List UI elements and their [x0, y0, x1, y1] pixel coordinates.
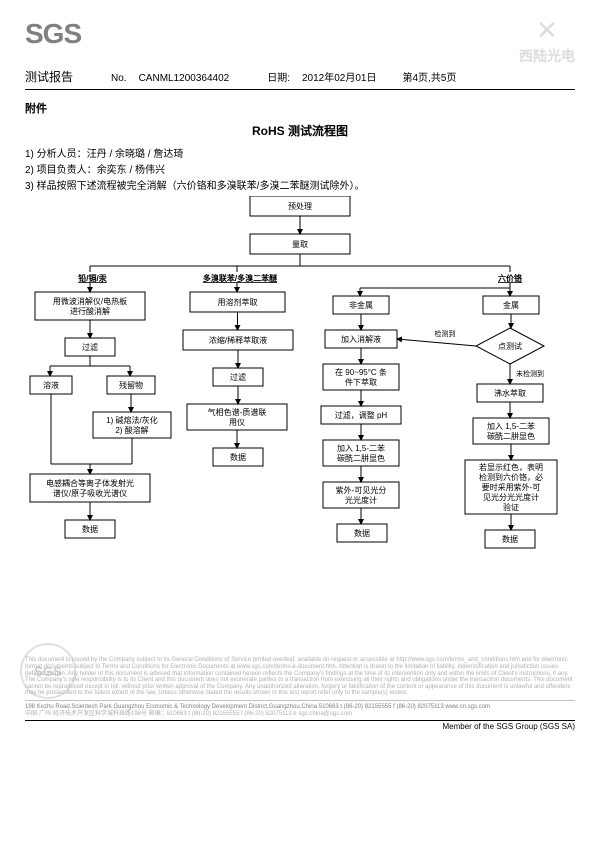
- svg-text:电感耦合等离子体发射光: 电感耦合等离子体发射光: [46, 478, 134, 488]
- svg-text:进行酸消解: 进行酸消解: [70, 306, 110, 316]
- page-num: 第4页,共5页: [402, 69, 456, 84]
- doc-no-label: No.: [111, 73, 127, 84]
- svg-text:要时采用紫外-可: 要时采用紫外-可: [482, 482, 541, 492]
- svg-text:溶液: 溶液: [43, 380, 59, 390]
- svg-text:在 90~95°C 条: 在 90~95°C 条: [335, 367, 387, 377]
- attachment-label: 附件: [25, 100, 575, 116]
- svg-text:点测试: 点测试: [498, 341, 522, 351]
- svg-text:加入 1,5-二苯: 加入 1,5-二苯: [487, 421, 535, 431]
- footer-member: Member of the SGS Group (SGS SA): [25, 720, 575, 732]
- svg-text:紫外-可见光分: 紫外-可见光分: [336, 485, 387, 495]
- svg-text:未检测到: 未检测到: [516, 369, 544, 378]
- footer-addr1: 198 Kezhu Road,Scientech Park Guangzhou …: [25, 700, 575, 711]
- svg-text:多溴联苯/多溴二苯醚: 多溴联苯/多溴二苯醚: [203, 273, 278, 283]
- svg-text:见光分光光度计: 见光分光光度计: [483, 492, 539, 502]
- svg-text:非金属: 非金属: [349, 300, 373, 310]
- svg-text:检测到六价铬，必: 检测到六价铬，必: [479, 472, 543, 482]
- date-value: 2012年02月01日: [302, 69, 377, 84]
- report-label: 测试报告: [25, 68, 73, 85]
- header-rule: [25, 89, 575, 90]
- svg-text:光光度计: 光光度计: [345, 495, 377, 505]
- svg-text:数据: 数据: [502, 534, 518, 544]
- svg-text:加入 1,5-二苯: 加入 1,5-二苯: [337, 443, 385, 453]
- svg-text:加入消解液: 加入消解液: [341, 334, 381, 344]
- svg-text:2) 酸溶解: 2) 酸溶解: [115, 425, 148, 435]
- svg-text:气相色谱-质谱联: 气相色谱-质谱联: [208, 407, 267, 417]
- svg-text:残留物: 残留物: [119, 380, 143, 390]
- svg-text:用溶剂萃取: 用溶剂萃取: [218, 297, 258, 307]
- watermark-text: 西陆光电: [519, 46, 575, 66]
- svg-text:沸水萃取: 沸水萃取: [494, 388, 526, 398]
- svg-text:数据: 数据: [354, 528, 370, 538]
- svg-text:件下萃取: 件下萃取: [345, 377, 377, 387]
- svg-text:预处理: 预处理: [288, 201, 312, 211]
- info-line-1: 1) 分析人员：汪丹 / 余晓璐 / 詹达琦: [25, 145, 575, 160]
- watermark: ✕ 西陆光电: [519, 15, 575, 66]
- svg-text:六价铬: 六价铬: [498, 273, 523, 283]
- svg-text:碳酰二肼显色: 碳酰二肼显色: [487, 431, 535, 441]
- sgs-logo: SGS: [25, 18, 575, 50]
- svg-text:若显示红色，表明: 若显示红色，表明: [479, 462, 543, 472]
- svg-text:数据: 数据: [230, 452, 246, 462]
- svg-text:检测到: 检测到: [435, 329, 456, 338]
- svg-text:浓缩/稀释萃取液: 浓缩/稀释萃取液: [209, 335, 267, 345]
- watermark-icon: ✕: [519, 15, 575, 46]
- svg-text:用微波消解仪/电热板: 用微波消解仪/电热板: [53, 296, 127, 306]
- header-line: 测试报告 No. CANML1200364402 日期: 2012年02月01日…: [25, 68, 575, 85]
- svg-text:碳酰二肼显色: 碳酰二肼显色: [337, 453, 385, 463]
- info-line-2: 2) 项目负责人：余奕东 / 杨伟兴: [25, 161, 575, 176]
- svg-text:数据: 数据: [82, 524, 98, 534]
- svg-text:1) 碱熔法/灰化: 1) 碱熔法/灰化: [106, 415, 158, 425]
- svg-text:过滤: 过滤: [82, 342, 98, 352]
- svg-text:验证: 验证: [503, 502, 519, 512]
- svg-text:量取: 量取: [292, 240, 308, 249]
- svg-text:用仪: 用仪: [229, 418, 245, 427]
- flowchart: 预处理量取铅/镉/汞 多溴联苯/多溴二苯醚 六价铬用微波消解仪/电热板进行酸消解过滤…: [25, 196, 575, 726]
- svg-text:谱仪/原子吸收光谱仪: 谱仪/原子吸收光谱仪: [53, 488, 127, 498]
- svg-text:金属: 金属: [503, 300, 519, 310]
- footer-legal: This document is issued by the Company s…: [25, 657, 575, 697]
- svg-text:过滤: 过滤: [230, 372, 246, 382]
- flow-title: RoHS 测试流程图: [25, 122, 575, 139]
- svg-text:过滤，调整 pH: 过滤，调整 pH: [335, 410, 388, 420]
- date-label: 日期:: [267, 69, 290, 84]
- footer-addr2: 中国·广州·经济技术开发区科学城科珠路198号 邮编：510663 t (86-…: [25, 711, 575, 718]
- info-line-3: 3) 样品按照下述流程被完全消解（六价铬和多溴联苯/多溴二苯醚测试除外）。: [25, 177, 575, 192]
- doc-no: CANML1200364402: [139, 73, 230, 84]
- info-block: 1) 分析人员：汪丹 / 余晓璐 / 詹达琦 2) 项目负责人：余奕东 / 杨伟…: [25, 145, 575, 192]
- footer: This document is issued by the Company s…: [25, 657, 575, 732]
- svg-text:铅/镉/汞: 铅/镉/汞: [77, 273, 107, 283]
